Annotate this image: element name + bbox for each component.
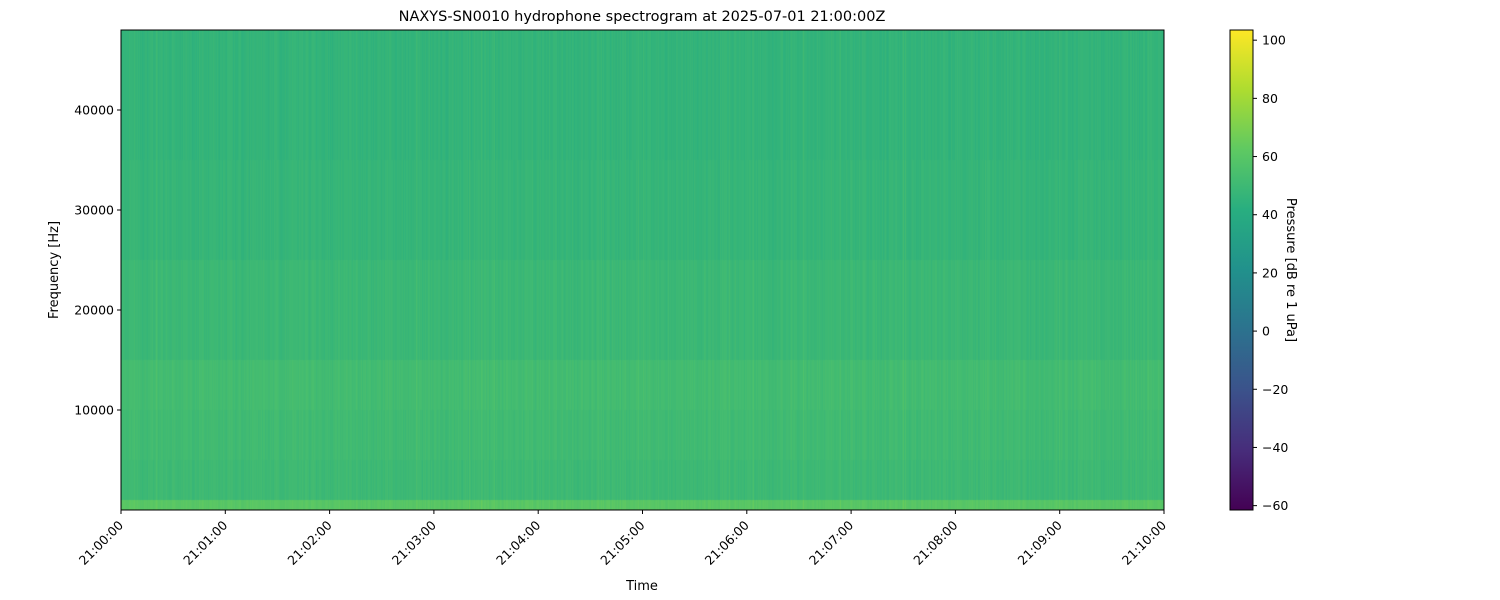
x-tick-label: 21:02:00 (284, 517, 334, 567)
colorbar-tick-label: −20 (1262, 382, 1288, 397)
y-tick-label: 30000 (74, 203, 114, 218)
y-axis-ticks: 10000 20000 30000 40000 (74, 103, 121, 418)
y-tick-label: 40000 (74, 103, 114, 118)
x-tick-label: 21:03:00 (389, 517, 439, 567)
colorbar-tick-label: 100 (1262, 33, 1286, 48)
y-tick-label: 10000 (74, 403, 114, 418)
colorbar-label: Pressure [dB re 1 uPa] (1283, 198, 1298, 342)
colorbar-tick-label: −40 (1262, 440, 1288, 455)
heatmap-band (121, 30, 1164, 160)
x-tick-label: 21:06:00 (702, 517, 752, 567)
colorbar-tick-label: 0 (1262, 324, 1270, 339)
colorbar-tick-label: −60 (1262, 498, 1288, 513)
heatmap-band (121, 410, 1164, 460)
heatmap-band (121, 360, 1164, 410)
heatmap-band (121, 160, 1164, 260)
colorbar-tick-label: 80 (1262, 91, 1278, 106)
colorbar (1229, 29, 1254, 511)
x-tick-label: 21:08:00 (910, 517, 960, 567)
x-tick-label: 21:05:00 (597, 517, 647, 567)
heatmap-band (121, 460, 1164, 500)
x-tick-label: 21:04:00 (493, 517, 543, 567)
colorbar-tick-label: 60 (1262, 149, 1278, 164)
x-tick-label: 21:01:00 (180, 517, 230, 567)
x-tick-label: 21:09:00 (1015, 517, 1065, 567)
y-tick-label: 20000 (74, 303, 114, 318)
colorbar-tick-label: 40 (1262, 207, 1278, 222)
x-axis-ticks: 21:00:00 21:01:00 21:02:00 21:03:00 21:04:00… (76, 510, 1169, 568)
spectrogram-texture (121, 30, 1164, 510)
y-axis-label: Frequency [Hz] (47, 221, 62, 319)
colorbar-ticks: 100 80 60 40 20 0 −20 −40 −60 (1253, 33, 1288, 513)
heatmap-band (121, 260, 1164, 360)
plot-frame (120, 29, 1165, 511)
heatmap-band (121, 500, 1164, 510)
x-axis-label: Time (625, 579, 658, 594)
x-tick-label: 21:07:00 (806, 517, 856, 567)
chart-title: NAXYS-SN0010 hydrophone spectrogram at 2… (399, 9, 886, 25)
x-tick-label: 21:10:00 (1119, 517, 1169, 567)
colorbar-tick-label: 20 (1262, 265, 1278, 280)
x-tick-label: 21:00:00 (76, 517, 126, 567)
